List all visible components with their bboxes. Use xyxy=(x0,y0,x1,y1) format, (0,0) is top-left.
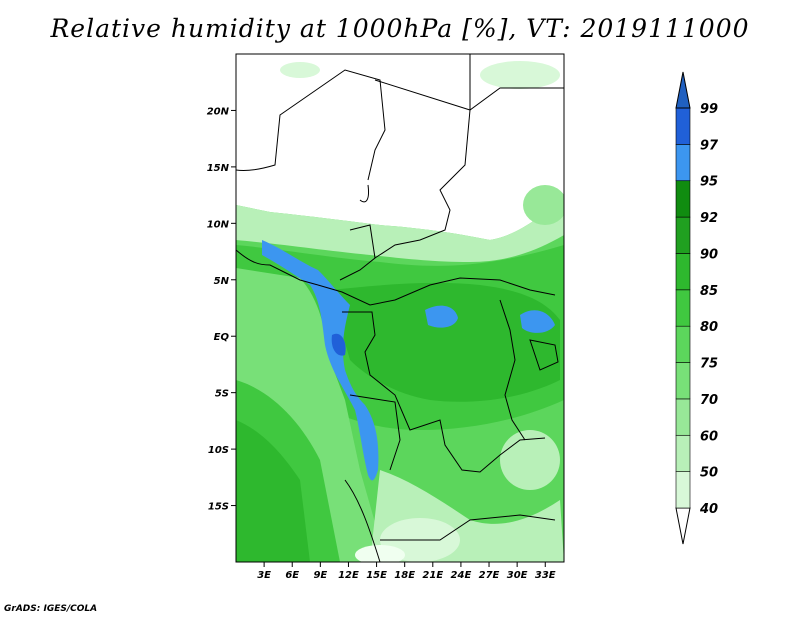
field-patch xyxy=(280,62,320,78)
lat-tick-label: EQ xyxy=(214,332,230,343)
map-title: Relative humidity at 1000hPa [%], VT: 20… xyxy=(50,14,750,43)
colorbar-segment xyxy=(675,289,691,327)
country-borders xyxy=(236,54,564,562)
colorbar-label: 92 xyxy=(700,211,718,226)
colorbar-segment xyxy=(675,471,691,509)
lon-tick-label: 12E xyxy=(338,570,359,581)
map-frame xyxy=(235,53,565,563)
field-patch xyxy=(480,61,560,89)
lon-tick-label: 6E xyxy=(285,570,299,581)
colorbar-segment xyxy=(675,398,691,436)
colorbar-segment xyxy=(675,107,691,145)
lat-tick-label: 20N xyxy=(207,106,230,117)
field-patch xyxy=(355,545,405,562)
colorbar-label: 97 xyxy=(700,138,719,153)
field-patch xyxy=(523,185,564,225)
lat-tick-label: 5S xyxy=(215,389,229,400)
lon-tick-label: 24E xyxy=(451,570,472,581)
colorbar-under-triangle xyxy=(675,507,691,545)
colorbar-segment xyxy=(675,325,691,363)
humidity-field xyxy=(236,54,564,562)
colorbar-label: 75 xyxy=(700,357,718,372)
field-core xyxy=(330,282,560,402)
field-transition-band xyxy=(236,200,564,262)
lon-tick-label: 15E xyxy=(366,570,387,581)
colorbar-label: 70 xyxy=(700,393,718,408)
latitude-axis: 20N 15N 10N 5N EQ 5S 10S 15S xyxy=(207,106,236,513)
colorbar-segment xyxy=(675,434,691,472)
colorbar-segment xyxy=(675,362,691,400)
colorbar-over-triangle xyxy=(675,71,691,109)
colorbar-segment xyxy=(675,144,691,182)
lon-tick-label: 21E xyxy=(422,570,443,581)
colorbar-label: 60 xyxy=(700,429,718,444)
colorbar-label: 85 xyxy=(700,284,718,299)
colorbar-segment xyxy=(675,216,691,254)
colorbar-segment xyxy=(675,180,691,218)
field-saturated-patch xyxy=(520,310,555,333)
colorbar-label: 99 xyxy=(700,102,718,117)
colorbar-label: 80 xyxy=(700,320,718,335)
colorbar-label: 40 xyxy=(699,502,718,517)
lon-tick-label: 3E xyxy=(257,570,271,581)
field-patch xyxy=(500,430,560,490)
lon-tick-label: 33E xyxy=(535,570,556,581)
colorbar-label: 50 xyxy=(700,466,718,481)
colorbar: 40 50 60 70 75 80 85 90 92 95 97 99 xyxy=(675,71,719,545)
colorbar-label: 95 xyxy=(700,175,718,190)
colorbar-segment xyxy=(675,253,691,291)
lon-tick-label: 18E xyxy=(394,570,415,581)
field-saturated-coast xyxy=(262,240,379,481)
field-saturated-patch xyxy=(425,305,458,328)
lon-tick-label: 9E xyxy=(313,570,327,581)
lon-tick-label: 27E xyxy=(479,570,500,581)
lat-tick-label: 10N xyxy=(207,219,230,230)
lat-tick-label: 10S xyxy=(208,445,229,456)
lat-tick-label: 5N xyxy=(214,276,230,287)
field-saturated-core xyxy=(331,333,346,356)
lon-tick-label: 30E xyxy=(507,570,528,581)
credit-text: GrADS: IGES/COLA xyxy=(4,604,98,614)
longitude-axis: 3E 6E 9E 12E 15E 18E 21E 24E 27E 30E 33E xyxy=(257,562,556,581)
field-ocean-dark xyxy=(236,420,310,562)
colorbar-label: 90 xyxy=(700,247,718,262)
lat-tick-label: 15N xyxy=(207,163,230,174)
field-dry-north xyxy=(236,54,564,240)
lat-tick-label: 15S xyxy=(208,502,229,513)
